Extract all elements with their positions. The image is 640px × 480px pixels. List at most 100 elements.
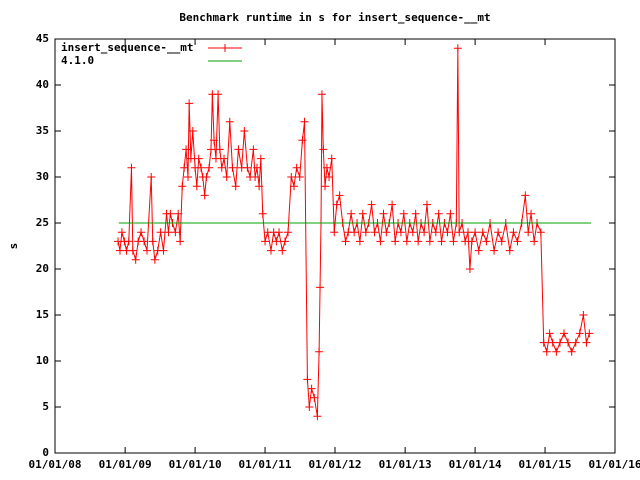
point-marker [355, 237, 364, 246]
point-marker [251, 173, 260, 181]
point-marker [437, 237, 446, 246]
point-marker [234, 145, 243, 154]
point-marker [275, 228, 284, 237]
point-marker [249, 145, 258, 154]
point-marker [411, 209, 420, 218]
point-marker [474, 246, 483, 255]
point-marker [497, 237, 506, 246]
point-marker [575, 329, 584, 338]
point-marker [205, 163, 214, 172]
point-marker [399, 209, 408, 218]
point-marker [327, 154, 336, 163]
legend-label: insert_sequence-__mt [61, 41, 193, 54]
point-marker [188, 127, 197, 135]
point-marker [446, 209, 455, 218]
point-marker [182, 145, 191, 154]
point-marker [150, 255, 159, 264]
point-marker [256, 154, 265, 163]
x-tick-label: 01/01/11 [239, 458, 292, 471]
point-marker [128, 246, 137, 255]
x-tick-label: 01/01/09 [99, 458, 152, 471]
point-marker [217, 163, 226, 172]
legend-marker [221, 44, 229, 52]
point-marker [494, 228, 503, 237]
point-marker [210, 136, 219, 145]
y-tick-label: 5 [42, 400, 49, 413]
point-marker [211, 154, 220, 163]
point-marker [280, 237, 289, 246]
point-marker [207, 145, 216, 154]
point-marker [527, 209, 536, 218]
point-marker [166, 209, 175, 218]
point-marker [222, 173, 231, 181]
point-marker [278, 246, 287, 255]
y-tick-label: 20 [36, 262, 49, 275]
point-marker [571, 338, 580, 347]
point-marker [422, 200, 431, 209]
point-marker [425, 237, 434, 246]
point-marker [171, 228, 180, 237]
point-marker [258, 209, 267, 218]
point-marker [243, 163, 252, 172]
point-marker [539, 338, 548, 347]
point-marker [292, 163, 301, 172]
point-marker [443, 228, 452, 237]
point-marker [560, 329, 569, 338]
point-marker [347, 209, 356, 218]
y-tick-label: 35 [36, 124, 49, 137]
point-marker [117, 228, 126, 237]
point-marker [316, 283, 325, 292]
point-marker [159, 246, 168, 255]
point-marker [367, 200, 376, 209]
point-marker [478, 228, 487, 237]
point-marker [289, 182, 298, 191]
point-marker [197, 163, 206, 172]
point-marker [164, 228, 173, 237]
point-marker [131, 255, 140, 264]
point-marker [330, 228, 339, 237]
point-marker [287, 173, 296, 181]
point-marker [200, 191, 209, 200]
y-axis-label: s [7, 243, 20, 250]
point-marker [335, 191, 344, 200]
point-marker [220, 154, 229, 163]
point-marker [490, 246, 499, 255]
point-marker [449, 237, 458, 246]
point-marker [215, 145, 224, 154]
x-tick-label: 01/01/10 [169, 458, 222, 471]
point-marker [184, 173, 193, 181]
point-marker [402, 237, 411, 246]
point-marker [332, 200, 341, 209]
point-marker [272, 237, 281, 246]
point-marker [127, 163, 136, 172]
point-marker [310, 393, 319, 402]
x-tick-label: 01/01/16 [589, 458, 640, 471]
y-tick-label: 45 [36, 32, 49, 45]
x-tick-label: 01/01/13 [379, 458, 432, 471]
point-marker [379, 209, 388, 218]
point-marker [148, 237, 157, 246]
point-marker [303, 375, 312, 384]
y-tick-label: 15 [36, 308, 49, 321]
point-marker [194, 154, 203, 163]
point-marker [524, 228, 533, 237]
point-marker [266, 246, 275, 255]
x-tick-label: 01/01/15 [519, 458, 572, 471]
point-marker [434, 209, 443, 218]
point-marker [555, 338, 564, 347]
point-marker [530, 237, 539, 246]
point-marker [180, 163, 189, 172]
point-marker [382, 228, 391, 237]
point-marker [140, 237, 149, 246]
point-marker [536, 228, 545, 237]
point-marker [552, 347, 561, 356]
point-marker [174, 209, 183, 218]
point-marker [319, 145, 328, 154]
point-marker [225, 117, 234, 126]
point-marker [567, 347, 576, 356]
chart-title: Benchmark runtime in s for insert_sequen… [179, 11, 490, 24]
point-marker [300, 117, 309, 126]
point-marker [465, 265, 474, 273]
point-marker [414, 237, 423, 246]
point-marker [295, 173, 304, 181]
